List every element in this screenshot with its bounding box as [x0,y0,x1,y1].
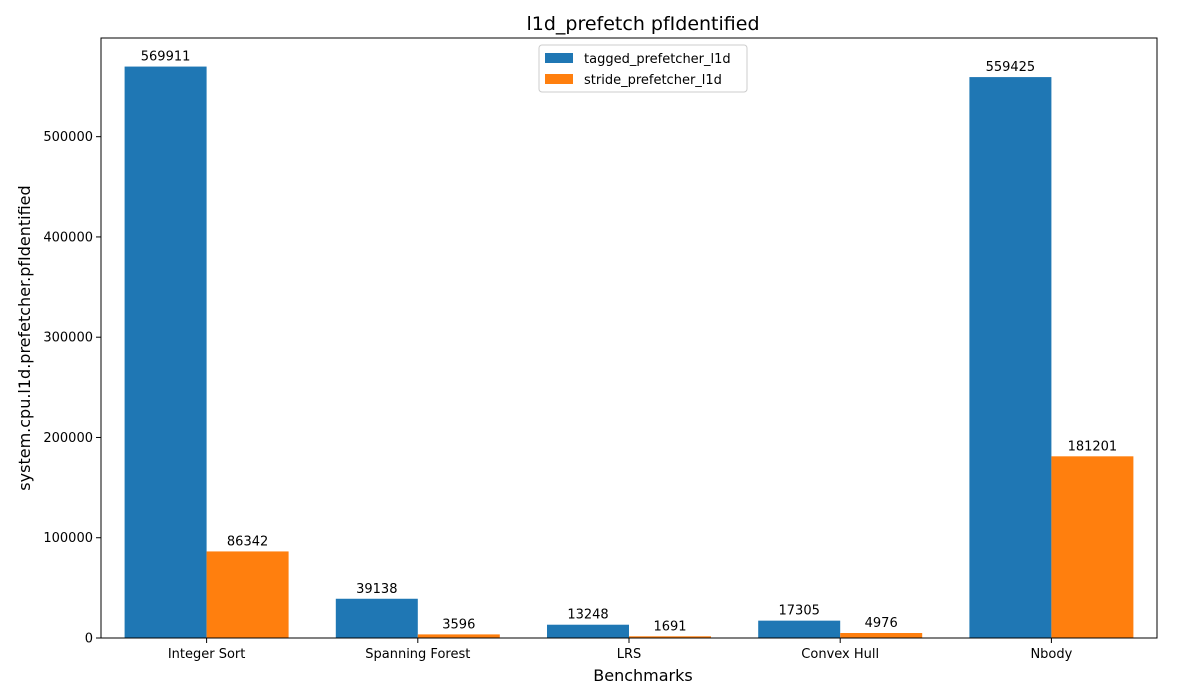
data-label-tagged-0: 569911 [141,50,191,65]
x-tick-label-3: Convex Hull [801,647,879,662]
bar-stride-3 [840,633,923,638]
bar-stride-0 [206,551,289,638]
y-tick-label-3: 300000 [43,331,93,346]
y-tick-label-1: 100000 [43,531,93,546]
x-tick-label-1: Spanning Forest [365,647,470,662]
bar-tagged-3 [758,620,841,638]
x-tick-label-4: Nbody [1030,647,1072,662]
legend-label-stride: stride_prefetcher_l1d [584,73,722,88]
y-tick-label-4: 400000 [43,230,93,245]
legend-swatch-tagged [545,53,573,63]
plot-area: 569911 39138 13248 17305 559425 86342 3596 1691… [43,37,1158,662]
legend-label-tagged: tagged_prefetcher_l1d [584,52,731,67]
legend-box [538,44,748,93]
data-label-tagged-4: 559425 [986,60,1036,75]
bar-tagged-4 [969,77,1052,639]
y-tick-label-5: 500000 [43,130,93,145]
x-tick-label-2: LRS [617,647,642,662]
legend-swatch-stride [545,74,573,84]
bar-tagged-1 [335,598,418,638]
data-label-stride-0: 86342 [227,534,268,549]
data-label-stride-1: 3596 [442,617,475,632]
bar-stride-1 [417,634,500,638]
data-label-tagged-1: 39138 [356,582,397,597]
data-label-tagged-2: 13248 [567,608,608,623]
y-axis-title: system.cpu.l1d.prefetcher.pfIdentified [15,185,34,490]
legend: tagged_prefetcher_l1d stride_prefetcher_l… [538,44,748,93]
data-label-tagged-3: 17305 [779,604,820,619]
bar-stride-2 [629,636,711,638]
bar-tagged-2 [547,624,629,638]
data-label-stride-4: 181201 [1068,439,1118,454]
x-tick-label-0: Integer Sort [168,647,246,662]
data-label-stride-3: 4976 [865,616,898,631]
x-axis-title: Benchmarks [593,666,692,685]
bar-tagged-0 [124,66,207,639]
y-tick-label-0: 0 [85,632,93,647]
bar-stride-4 [1051,456,1134,638]
data-label-stride-2: 1691 [653,619,686,634]
y-tick-label-2: 200000 [43,431,93,446]
chart-title: l1d_prefetch pfIdentified [526,13,759,35]
